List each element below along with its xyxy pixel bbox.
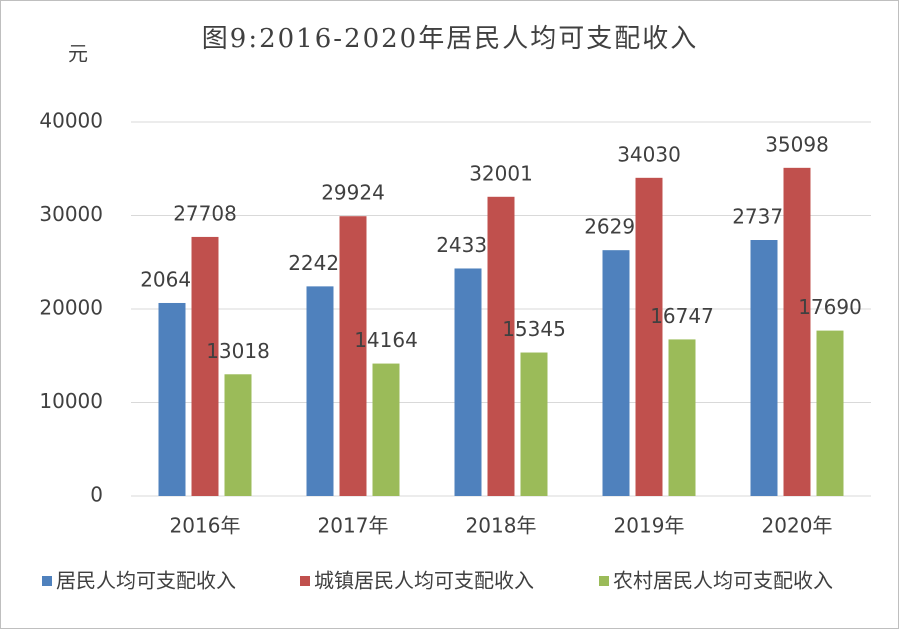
legend-label: 农村居民人均可支配收入 xyxy=(613,569,833,593)
data-label: 35098 xyxy=(765,132,829,156)
x-tick-label: 2020年 xyxy=(762,514,833,538)
legend-swatch xyxy=(300,576,310,586)
bar xyxy=(635,177,663,496)
y-axis-label: 元 xyxy=(68,42,88,66)
y-tick-label: 30000 xyxy=(39,202,103,226)
chart-title: 图9:2016-2020年居民人均可支配收入 xyxy=(202,24,698,54)
legend-swatch xyxy=(42,576,52,586)
y-tick-label: 20000 xyxy=(39,296,103,320)
x-tick-label: 2016年 xyxy=(170,514,241,538)
x-tick-label: 2018年 xyxy=(466,514,537,538)
bar xyxy=(750,240,778,496)
x-tick-label: 2019年 xyxy=(614,514,685,538)
bar xyxy=(602,250,630,496)
legend-swatch xyxy=(599,576,609,586)
bar xyxy=(158,302,186,496)
data-label: 14164 xyxy=(354,328,418,352)
bar xyxy=(372,363,400,496)
data-label: 27708 xyxy=(173,201,237,225)
data-label: 13018 xyxy=(206,339,270,363)
legend-label: 居民人均可支配收入 xyxy=(56,569,236,593)
bar xyxy=(306,286,334,496)
data-label: 29924 xyxy=(321,181,385,205)
y-tick-label: 10000 xyxy=(39,389,103,413)
y-tick-label: 0 xyxy=(90,483,103,507)
bar xyxy=(668,339,696,496)
legend-label: 城镇居民人均可支配收入 xyxy=(314,569,534,593)
bar xyxy=(191,236,219,496)
data-label: 17690 xyxy=(798,295,862,319)
bar xyxy=(520,352,548,496)
bar xyxy=(339,216,367,496)
bar xyxy=(783,167,811,497)
bar xyxy=(454,268,482,496)
x-tick-label: 2017年 xyxy=(318,514,389,538)
data-label: 32001 xyxy=(469,161,533,185)
y-tick-label: 40000 xyxy=(39,109,103,133)
bar xyxy=(487,196,515,496)
data-label: 34030 xyxy=(617,142,681,166)
data-label: 15345 xyxy=(502,317,566,341)
bar xyxy=(224,374,252,496)
bar xyxy=(816,330,844,496)
data-label: 16747 xyxy=(650,304,714,328)
